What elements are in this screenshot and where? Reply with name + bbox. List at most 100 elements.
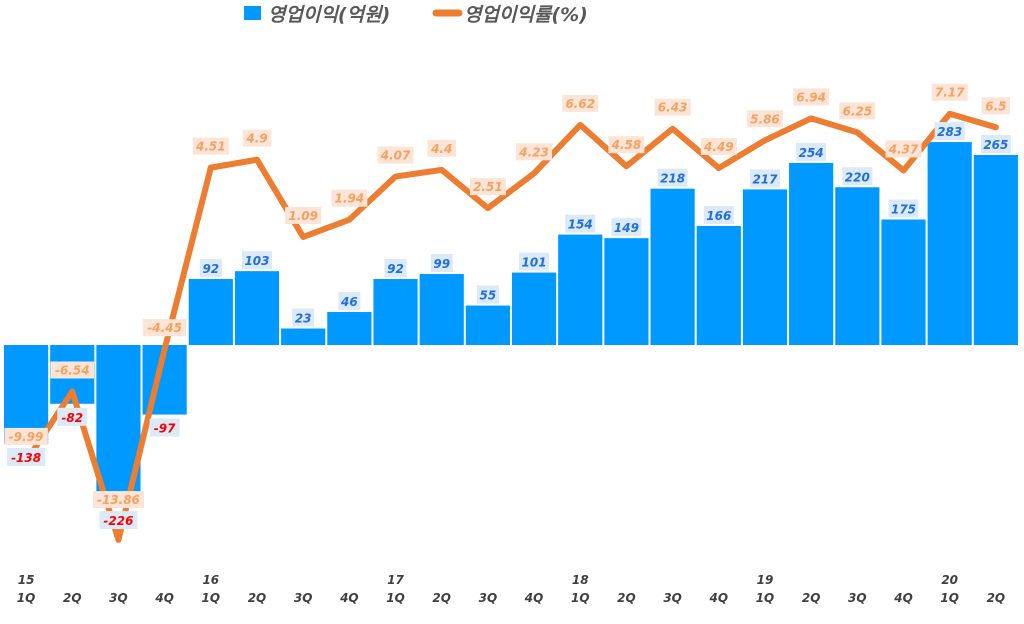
bar-label: 166 xyxy=(706,209,731,223)
line-label: -6.54 xyxy=(55,364,90,378)
quarter-tick-label: 2Q xyxy=(432,591,451,605)
quarter-tick-label: 4Q xyxy=(154,591,174,605)
line-label: 4.51 xyxy=(195,140,226,154)
line-label: -13.86 xyxy=(97,493,140,507)
bar-label-bg xyxy=(384,259,407,278)
line-label-bg xyxy=(285,206,322,224)
line-label-bg xyxy=(885,140,922,158)
line-label: 4.07 xyxy=(380,149,411,163)
quarter-tick-label: 3Q xyxy=(479,591,498,605)
line-label-bg xyxy=(331,189,368,207)
bar-label: -97 xyxy=(154,422,176,436)
line-label-bg xyxy=(981,97,1011,115)
bar-label-bg xyxy=(980,134,1011,153)
year-tick-label: 19 xyxy=(757,573,774,587)
bar-label-bg xyxy=(199,259,222,278)
quarter-tick-label: 4Q xyxy=(893,591,913,605)
bar-label: -226 xyxy=(103,514,133,528)
bar-label-bg xyxy=(611,218,642,237)
bar-label: 217 xyxy=(752,172,778,186)
line-label-bg xyxy=(377,146,414,164)
line-label: 4.37 xyxy=(888,142,919,156)
bar-label-bg xyxy=(934,122,965,141)
bar xyxy=(188,279,233,345)
bar-label: 92 xyxy=(387,262,404,276)
bar xyxy=(604,238,649,345)
line-label-bg xyxy=(142,319,187,337)
bar xyxy=(327,312,372,345)
bar xyxy=(558,234,603,345)
line-label: 4.4 xyxy=(430,142,452,156)
year-tick-label: 16 xyxy=(202,573,219,587)
bar-label-bg xyxy=(888,199,919,218)
quarter-tick-label: 4Q xyxy=(524,591,544,605)
quarter-tick-label: 3Q xyxy=(294,591,313,605)
line-label: 5.86 xyxy=(750,112,780,126)
line-label: 4.49 xyxy=(703,140,734,154)
bar-label-bg xyxy=(99,511,138,530)
bar xyxy=(281,328,326,345)
year-tick-label: 17 xyxy=(387,573,404,587)
bar-label-bg xyxy=(796,142,827,161)
legend-bar-swatch xyxy=(244,6,261,20)
bar-label: 103 xyxy=(244,254,269,268)
bar xyxy=(927,142,972,345)
quarter-tick-label: 1Q xyxy=(17,591,36,605)
bar-label-bg xyxy=(565,214,596,233)
line-label-bg xyxy=(427,139,456,157)
line-label: 4.23 xyxy=(518,145,549,159)
quarter-tick-label: 2Q xyxy=(248,591,267,605)
bar-label: 99 xyxy=(433,257,450,271)
bar-label: 254 xyxy=(799,146,824,160)
line-label: 6.5 xyxy=(985,99,1006,113)
line-label-bg xyxy=(469,178,506,196)
bar-label: 265 xyxy=(983,138,1008,152)
bar-label: -138 xyxy=(11,451,41,465)
line-label-bg xyxy=(242,129,272,147)
line-label-bg xyxy=(654,98,691,116)
line-label-bg xyxy=(793,88,830,106)
quarter-tick-label: 1Q xyxy=(940,591,959,605)
bar-label-bg xyxy=(842,167,873,186)
bar xyxy=(881,219,926,345)
bar-label: 149 xyxy=(614,221,639,235)
bar-label-bg xyxy=(657,168,688,187)
line-label: 7.17 xyxy=(935,86,965,100)
bar-label-bg xyxy=(430,254,453,273)
bar xyxy=(511,272,557,345)
bar xyxy=(973,154,1018,345)
bar-label: 23 xyxy=(295,312,312,326)
line-label: 1.94 xyxy=(335,192,365,206)
line-label-bg xyxy=(931,83,968,101)
year-tick-label: 15 xyxy=(18,573,35,587)
line-label: 2.51 xyxy=(473,180,503,194)
bar xyxy=(419,274,464,345)
bar-label-bg xyxy=(703,205,734,224)
bar-label-bg xyxy=(149,418,180,437)
quarter-tick-label: 4Q xyxy=(339,591,359,605)
bar-label: 55 xyxy=(480,289,497,303)
bar-label-bg xyxy=(749,169,780,188)
legend-line-label: 영업이익률(%) xyxy=(464,4,588,26)
bar xyxy=(465,305,510,345)
bar xyxy=(835,187,880,345)
line-label-bg xyxy=(92,491,144,509)
line-label-bg xyxy=(516,143,553,161)
bar-label: 154 xyxy=(568,218,593,232)
line-label: 6.25 xyxy=(843,104,873,118)
bar xyxy=(742,189,788,345)
line-label-bg xyxy=(746,110,783,128)
year-tick-label: 20 xyxy=(941,573,958,587)
line-label: 4.58 xyxy=(611,138,642,152)
bar xyxy=(4,345,49,444)
quarter-tick-label: 3Q xyxy=(848,591,867,605)
quarter-tick-label: 2Q xyxy=(802,591,821,605)
quarter-tick-label: 2Q xyxy=(63,591,82,605)
bar-label: 101 xyxy=(522,256,547,270)
line-label-bg xyxy=(50,361,95,379)
quarter-tick-label: 3Q xyxy=(663,591,682,605)
year-tick-label: 18 xyxy=(572,573,589,587)
bar xyxy=(650,188,695,345)
bar-label-bg xyxy=(7,447,46,466)
